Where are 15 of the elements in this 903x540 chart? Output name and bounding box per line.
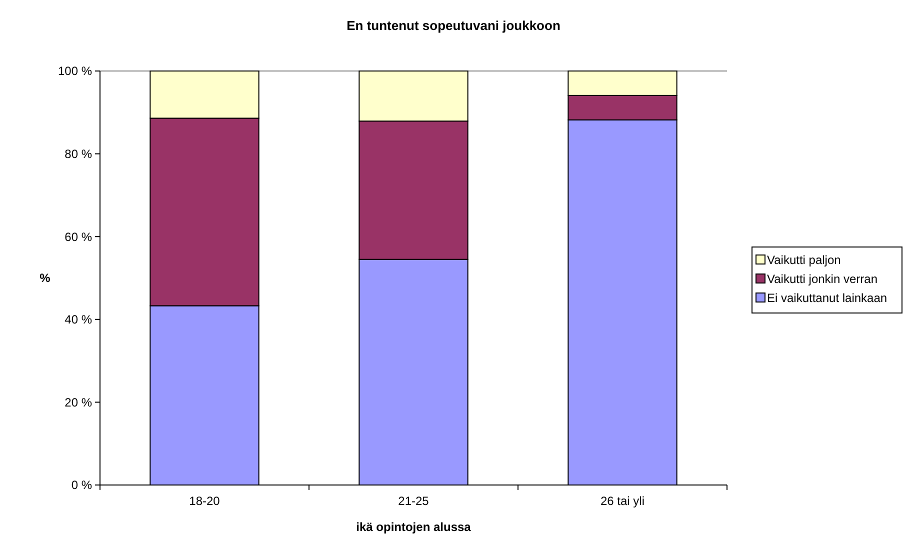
chart-title: En tuntenut sopeutuvani joukkoon (346, 18, 560, 33)
y-tick-label: 80 % (64, 147, 92, 161)
y-tick-label: 40 % (64, 312, 92, 327)
legend-label: Vaikutti paljon (767, 253, 841, 268)
x-axis-title: ikä opintojen alussa (356, 520, 472, 534)
y-tick-label: 0 % (71, 478, 92, 492)
x-tick-label: 18-20 (189, 494, 220, 508)
legend-label: Vaikutti jonkin verran (767, 272, 878, 286)
y-tick-label: 100 % (58, 64, 92, 78)
x-tick-label: 26 tai yli (600, 494, 645, 508)
y-tick-label: 20 % (64, 395, 92, 410)
x-tick-label: 21-25 (398, 494, 430, 508)
y-axis-title: % (40, 271, 51, 286)
legend-label: Ei vaikuttanut lainkaan (767, 291, 888, 306)
y-tick-label: 60 % (64, 230, 92, 244)
